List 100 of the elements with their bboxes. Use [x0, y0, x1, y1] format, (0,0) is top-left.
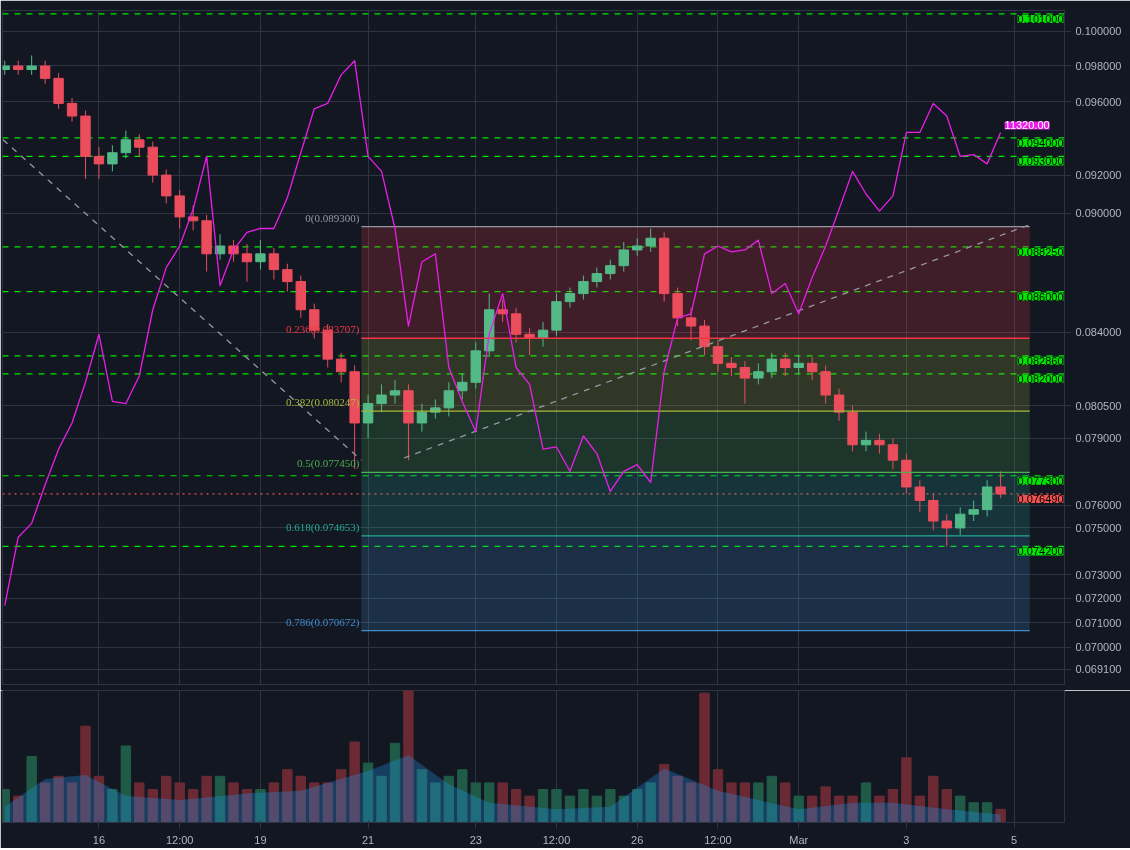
bar: [93, 775, 105, 823]
series-label: 0.618(0.074653): [286, 520, 360, 534]
bar: [295, 775, 307, 823]
bar: [833, 795, 845, 823]
y-tick-label: 0.100000: [1075, 25, 1122, 38]
candlestick: [780, 352, 791, 377]
candlestick: [161, 168, 172, 204]
candlestick: [739, 360, 751, 405]
bar: [564, 795, 576, 823]
candlestick: [699, 319, 710, 356]
candlestick: [860, 431, 872, 452]
y-tick-label: 0.072000: [1075, 592, 1122, 605]
candlestick: [874, 433, 885, 455]
bar: [228, 782, 239, 823]
candlestick: [362, 394, 374, 439]
candlestick: [66, 97, 78, 123]
series-label: 0.786(0.070672): [286, 615, 360, 629]
bar: [335, 769, 347, 823]
bar: [874, 795, 885, 823]
candlestick: [605, 259, 616, 281]
bar: [968, 802, 979, 823]
bar: [80, 725, 91, 823]
candlestick: [376, 383, 387, 413]
bar: [349, 741, 360, 823]
candlestick: [134, 133, 145, 157]
candlestick: [335, 352, 347, 383]
ref-line-label: 0.101000: [1017, 12, 1064, 25]
candlestick: [457, 373, 468, 400]
candlestick: [389, 379, 401, 405]
bar: [107, 789, 118, 823]
bar: [726, 782, 737, 823]
bar: [753, 782, 764, 823]
bar: [793, 795, 804, 823]
bar: [403, 690, 414, 823]
bar: [820, 786, 831, 823]
y-tick-label: 0.069100: [1075, 663, 1122, 676]
candlestick: [510, 307, 522, 344]
candlestick: [753, 362, 764, 385]
bar: [214, 775, 226, 823]
bar: [389, 742, 401, 823]
bar: [430, 782, 441, 823]
bar: [914, 795, 926, 823]
bar: [712, 769, 724, 823]
bar: [658, 763, 670, 823]
bar: [981, 802, 993, 823]
bar: [605, 789, 616, 823]
bar: [201, 775, 212, 823]
bar: [66, 782, 78, 823]
candlestick: [645, 227, 656, 253]
bar: [860, 782, 872, 823]
x-tick-label: 12:00: [704, 833, 732, 846]
candlestick: [107, 144, 118, 172]
bar: [147, 789, 158, 823]
ref-line-label: 0.082860: [1017, 354, 1064, 367]
bar: [309, 782, 320, 823]
candlestick: [806, 356, 818, 381]
candlestick: [726, 356, 737, 377]
bar: [322, 782, 333, 823]
candlestick: [766, 352, 778, 379]
candlestick: [578, 275, 589, 301]
ref-line-label: 0.093000: [1017, 155, 1064, 168]
bar: [497, 782, 508, 823]
x-tick-label: 19: [254, 833, 267, 846]
bar: [955, 795, 966, 823]
bar: [12, 795, 24, 823]
bar: [443, 775, 455, 823]
candlestick: [712, 339, 724, 373]
candlestick: [26, 54, 37, 76]
x-tick-label: 23: [469, 833, 482, 846]
bar: [551, 789, 562, 823]
line-series: [4, 60, 1002, 607]
y-tick-label: 0.098000: [1075, 59, 1122, 72]
x-tick-label: 3: [903, 833, 910, 846]
bar: [901, 757, 912, 823]
bar: [618, 795, 629, 823]
bar: [255, 789, 266, 823]
candlestick: [564, 287, 576, 309]
bar: [537, 789, 549, 823]
candlestick: [268, 247, 280, 281]
bar: [645, 782, 656, 823]
bar: [483, 782, 495, 823]
candlestick: [981, 479, 993, 517]
bar: [39, 782, 51, 823]
series-label: 0(0.089300): [305, 211, 360, 225]
candlestick: [591, 267, 603, 289]
y-tick-label: 0.079000: [1075, 432, 1122, 445]
bar: [174, 782, 185, 823]
bar: [591, 795, 603, 823]
bar: [632, 789, 643, 823]
bar: [362, 762, 374, 823]
candlestick: [833, 388, 845, 422]
bar: [376, 775, 387, 823]
bar: [120, 745, 132, 823]
bar: [941, 789, 952, 823]
bar: [995, 808, 1006, 823]
candlestick: [443, 381, 455, 417]
x-tick-label: 21: [361, 833, 375, 846]
candlestick: [241, 243, 253, 283]
candlestick: [39, 60, 51, 85]
candlestick: [941, 513, 952, 547]
